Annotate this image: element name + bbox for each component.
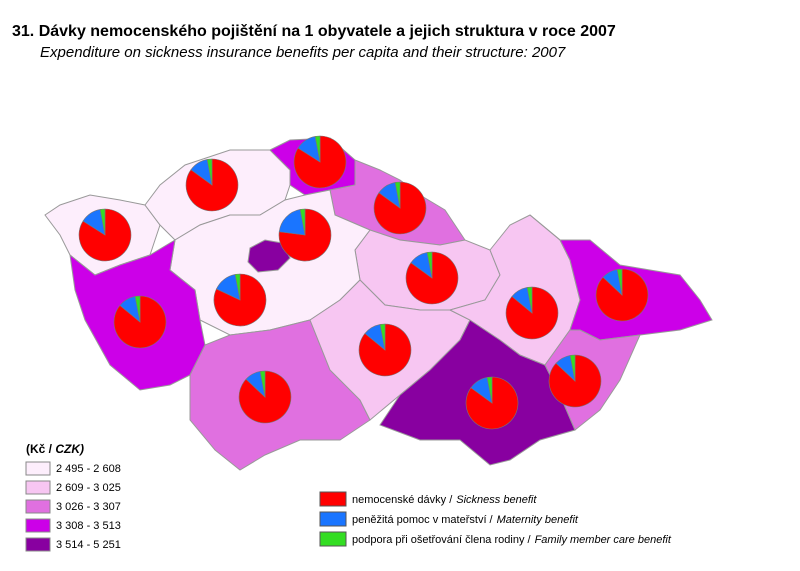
pie-slice (526, 286, 533, 314)
legend-label: 3 308 - 3 513 (56, 520, 121, 532)
legend-swatch (25, 499, 51, 514)
pie-slice (259, 370, 266, 398)
region (247, 239, 291, 273)
unit-en: CZK) (55, 442, 84, 456)
title: 31. Dávky nemocenského pojištění na 1 ob… (12, 23, 616, 40)
pie-legend-label: nemocenské dávky / Sickness benefit (352, 494, 537, 506)
label-cz: podpora při ošetřování člena rodiny / (352, 534, 531, 546)
pie-slice (569, 354, 576, 382)
pie-legend-swatch (319, 531, 347, 547)
pie-slice (206, 158, 213, 186)
pie-slice (616, 268, 623, 296)
label-en: Maternity benefit (497, 514, 579, 526)
pie-legend-label: podpora při ošetřování člena rodiny / Fam… (352, 534, 672, 546)
legend-unit: (Kč / CZK) (26, 442, 84, 456)
pie-slice (234, 273, 241, 301)
legend-label: 3 514 - 5 251 (56, 539, 121, 551)
pie-slice (405, 251, 459, 305)
legend-swatch (25, 537, 51, 552)
subtitle: Expenditure on sickness insurance benefi… (40, 44, 566, 61)
pie-legend-label: peněžitá pomoc v mateřství / Maternity be… (352, 514, 579, 526)
pie-slice (134, 295, 141, 323)
legend-swatch (25, 518, 51, 533)
pie-slice (278, 208, 332, 262)
pie-slice (99, 208, 106, 236)
pie-slice (394, 181, 401, 209)
pie-legend-swatch (319, 491, 347, 507)
pie-slice (314, 135, 321, 163)
legend-swatch (25, 461, 51, 476)
pie-slice (299, 208, 306, 236)
legend-label: 3 026 - 3 307 (56, 501, 121, 513)
label-cz: nemocenské dávky / (352, 494, 453, 506)
pie-slice (465, 376, 519, 430)
pie-slice (185, 158, 239, 212)
pies (78, 135, 649, 430)
label-en: Family member care benefit (535, 534, 672, 546)
label-en: Sickness benefit (456, 494, 537, 506)
legend-label: 2 609 - 3 025 (56, 482, 121, 494)
legend-label: 2 495 - 2 608 (56, 463, 121, 475)
pie-slice (373, 181, 427, 235)
unit-cz: (Kč / (26, 442, 53, 456)
pie-legend-swatch (319, 511, 347, 527)
pie-slice (379, 323, 386, 351)
pie-slice (486, 376, 493, 404)
legend-swatch (25, 480, 51, 495)
label-cz: peněžitá pomoc v mateřství / (352, 514, 494, 526)
legend: 2 495 - 2 608 2 609 - 3 025 3 026 - 3 307 3… (25, 461, 672, 552)
pie-slice (426, 251, 433, 279)
